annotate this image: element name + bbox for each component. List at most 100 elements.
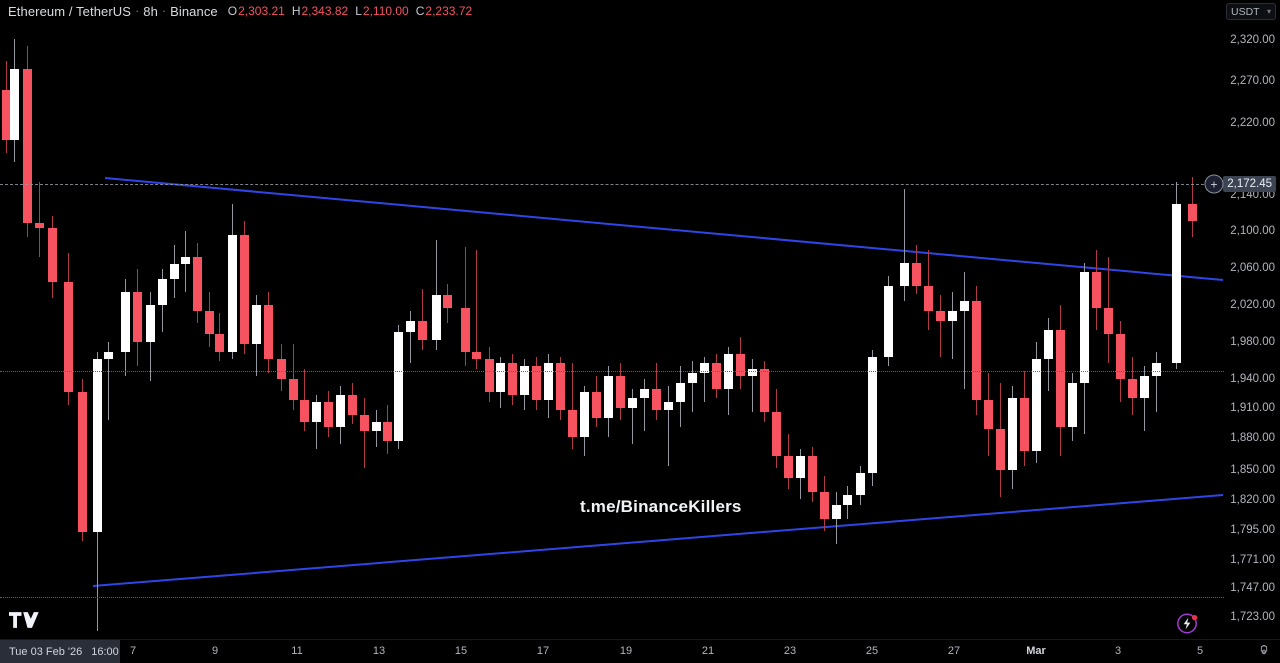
high-key: H: [291, 4, 301, 18]
time-axis-label: 15: [454, 645, 468, 657]
candle-body: [360, 414, 369, 432]
chart-plot-area[interactable]: [0, 22, 1224, 632]
candle-wick: [304, 369, 305, 432]
candle-body: [443, 295, 452, 309]
candle-body: [277, 359, 286, 379]
candle-wick: [940, 295, 941, 357]
candle-body: [1056, 330, 1065, 428]
candle-wick: [364, 398, 365, 469]
last-price-tag[interactable]: 2,172.45: [1223, 176, 1276, 193]
candle-wick: [632, 388, 633, 444]
candle-body: [472, 351, 481, 360]
add-alert-plus-icon[interactable]: +: [1204, 174, 1224, 194]
price-axis-label: 2,270.00: [1230, 75, 1275, 87]
candle-body: [748, 369, 757, 376]
candle-body: [215, 334, 224, 352]
candle-body: [348, 395, 357, 415]
candle-body: [960, 301, 969, 311]
candle-body: [544, 363, 553, 401]
candle-body: [1080, 272, 1089, 383]
candle-body: [652, 388, 661, 410]
candle-body: [616, 375, 625, 408]
tradingview-logo-icon[interactable]: [9, 612, 39, 633]
price-axis-label: 1,795.00: [1230, 524, 1275, 536]
candle-body: [2, 89, 11, 141]
candle-body: [628, 398, 637, 408]
low-key: L: [355, 4, 362, 18]
candle-body: [580, 392, 589, 438]
symbol-name[interactable]: Ethereum / TetherUS: [8, 3, 132, 19]
time-axis-label: 7: [129, 645, 137, 657]
candle-body: [372, 421, 381, 432]
candle-body: [1172, 204, 1181, 364]
candle-body: [832, 504, 841, 519]
price-axis-label: 1,747.00: [1230, 582, 1275, 594]
candle-body: [820, 492, 829, 519]
legend-separator-1: ·: [135, 4, 140, 18]
candle-wick: [964, 272, 965, 389]
candle-body: [1116, 334, 1125, 379]
price-axis-label: 1,980.00: [1230, 336, 1275, 348]
candle-body: [35, 222, 44, 228]
candle-body: [688, 373, 697, 383]
time-axis-label: 27: [947, 645, 961, 657]
candle-body: [1104, 308, 1113, 335]
candle-body: [856, 472, 865, 496]
candle-body: [772, 411, 781, 457]
candle-wick: [1156, 351, 1157, 412]
time-axis[interactable]: Tue 03 Feb '26 16:00 7 9 11 13 15 17 19 21 23 25 2…: [0, 639, 1280, 663]
candle-body: [796, 456, 805, 478]
price-axis-label: 2,100.00: [1230, 225, 1275, 237]
currency-unit-selector[interactable]: USDT ▾: [1226, 3, 1276, 20]
candle-body: [996, 429, 1005, 471]
candle-body: [676, 382, 685, 403]
candle-body: [843, 495, 852, 505]
price-axis-label: 2,020.00: [1230, 299, 1275, 311]
time-axis-label: 13: [372, 645, 386, 657]
chevron-down-icon: ▾: [1266, 7, 1271, 16]
candle-wick: [1144, 366, 1145, 432]
candle-body: [592, 392, 601, 418]
candle-body: [146, 305, 155, 343]
chart-legend: Ethereum / TetherUS · 8h · Binance O2,30…: [0, 0, 1280, 22]
candle-body: [760, 369, 769, 412]
candle-wick: [108, 342, 109, 420]
time-axis-label: 19: [619, 645, 633, 657]
candle-body: [1044, 330, 1053, 360]
alerts-bolt-icon[interactable]: [1176, 611, 1200, 635]
close-value: 2,233.72: [425, 4, 473, 18]
candle-body: [948, 310, 957, 321]
trendline[interactable]: [92, 494, 1224, 587]
trendline[interactable]: [104, 177, 1224, 281]
candle-wick: [668, 385, 669, 467]
price-axis-label: 1,771.00: [1230, 554, 1275, 566]
candle-body: [736, 353, 745, 376]
candle-wick: [476, 249, 477, 370]
candle-body: [936, 310, 945, 321]
price-axis-label: 1,723.00: [1230, 611, 1275, 623]
price-axis-label: 1,910.00: [1230, 402, 1275, 414]
price-axis-label: 1,850.00: [1230, 464, 1275, 476]
candle-body: [418, 320, 427, 341]
candle-body: [240, 235, 249, 344]
candle-wick: [410, 310, 411, 364]
candle-body: [508, 363, 517, 396]
candle-body: [336, 395, 345, 428]
exchange-label[interactable]: Binance: [170, 3, 218, 19]
candle-wick: [752, 359, 753, 412]
candle-body: [324, 402, 333, 428]
settings-gear-icon[interactable]: [1256, 644, 1272, 660]
candle-body: [712, 363, 721, 389]
open-key: O: [227, 4, 238, 18]
candle-body: [461, 308, 470, 352]
candle-body: [406, 320, 415, 333]
interval-label[interactable]: 8h: [143, 3, 158, 19]
price-axis[interactable]: 2,320.00 2,270.00 2,220.00 2,140.00 2,100.00…: [1224, 22, 1280, 632]
time-axis-label: 11: [291, 645, 303, 657]
candle-wick: [422, 288, 423, 350]
cursor-time: 16:00: [91, 645, 119, 658]
candle-body: [700, 363, 709, 374]
candle-body: [884, 285, 893, 357]
candle-body: [924, 285, 933, 311]
